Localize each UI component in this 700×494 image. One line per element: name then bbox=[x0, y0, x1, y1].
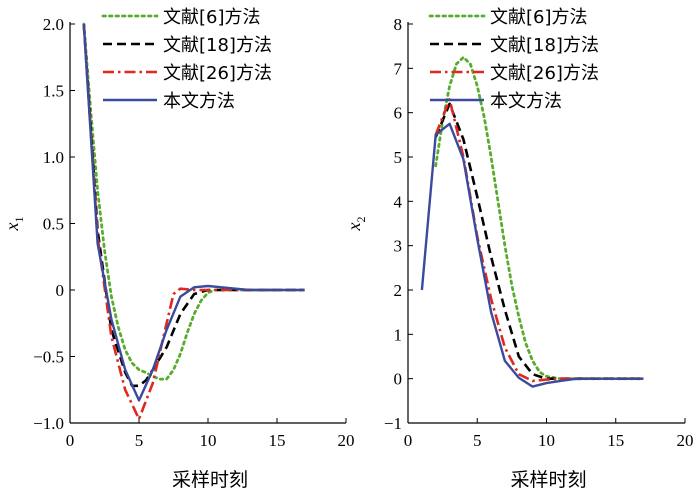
y-tick-label: 6 bbox=[394, 104, 403, 123]
legend-label-3: 文献[26]方法 bbox=[163, 63, 272, 84]
legend-label-4: 本文方法 bbox=[490, 91, 562, 112]
y-tick-label: 8 bbox=[394, 15, 403, 34]
y-axis-label: x2 bbox=[344, 217, 368, 232]
y-tick-label: 5 bbox=[394, 148, 403, 167]
y-axis-label: x1 bbox=[2, 217, 26, 232]
legend-label-1: 文献[6]方法 bbox=[163, 7, 261, 28]
legend-label-4: 本文方法 bbox=[163, 91, 235, 112]
legend-label-2: 文献[18]方法 bbox=[163, 35, 272, 56]
y-tick-label: 0 bbox=[56, 281, 65, 300]
series-line-4 bbox=[420, 122, 644, 388]
chart-panel-x1: 0 5 10 15 20 −1.0 −0.5 0 0.5 1.0 1.5 2.0 采样时刻 x1 文献[6]… bbox=[2, 7, 355, 491]
x-tick-label: 15 bbox=[269, 431, 286, 450]
x-axis-label: 采样时刻 bbox=[172, 469, 248, 491]
y-tick-label: 0.5 bbox=[43, 215, 64, 234]
x-tick-label: 5 bbox=[135, 431, 144, 450]
y-tick-label: 4 bbox=[394, 192, 403, 211]
x-tick-label: 20 bbox=[677, 431, 694, 450]
x-tick-label: 5 bbox=[473, 431, 482, 450]
y-tick-label: −0.5 bbox=[33, 348, 64, 367]
y-tick-label: 1.0 bbox=[43, 148, 64, 167]
x-tick-label: 10 bbox=[538, 431, 555, 450]
y-tick-label: 2.0 bbox=[43, 15, 64, 34]
x-axis-label: 采样时刻 bbox=[510, 469, 586, 491]
x-tick-label: 20 bbox=[338, 431, 355, 450]
x-tick-label: 15 bbox=[607, 431, 624, 450]
series-line-2 bbox=[434, 102, 644, 380]
x-tick-label: 0 bbox=[404, 431, 413, 450]
y-tick-label: 1 bbox=[394, 325, 403, 344]
y-tick-label: 3 bbox=[394, 237, 403, 256]
chart-panel-x2: 0 5 10 15 20−1012345678采样时刻x2文献[6]方法文献[18]方法… bbox=[344, 7, 694, 491]
y-tick-label: 0 bbox=[394, 370, 403, 389]
y-tick-label: 1.5 bbox=[43, 82, 64, 101]
series-line-4 bbox=[82, 23, 305, 402]
legend-label-1: 文献[6]方法 bbox=[490, 7, 588, 28]
legend-label-3: 文献[26]方法 bbox=[490, 63, 599, 84]
y-tick-label: −1.0 bbox=[33, 414, 64, 433]
x-tick-label: 10 bbox=[200, 431, 217, 450]
y-tick-label: 2 bbox=[394, 281, 403, 300]
legend-label-2: 文献[18]方法 bbox=[490, 35, 599, 56]
y-tick-label: −1 bbox=[384, 414, 402, 433]
y-tick-label: 7 bbox=[394, 59, 403, 78]
series-line-3 bbox=[434, 98, 644, 383]
x-tick-label: 0 bbox=[66, 431, 75, 450]
